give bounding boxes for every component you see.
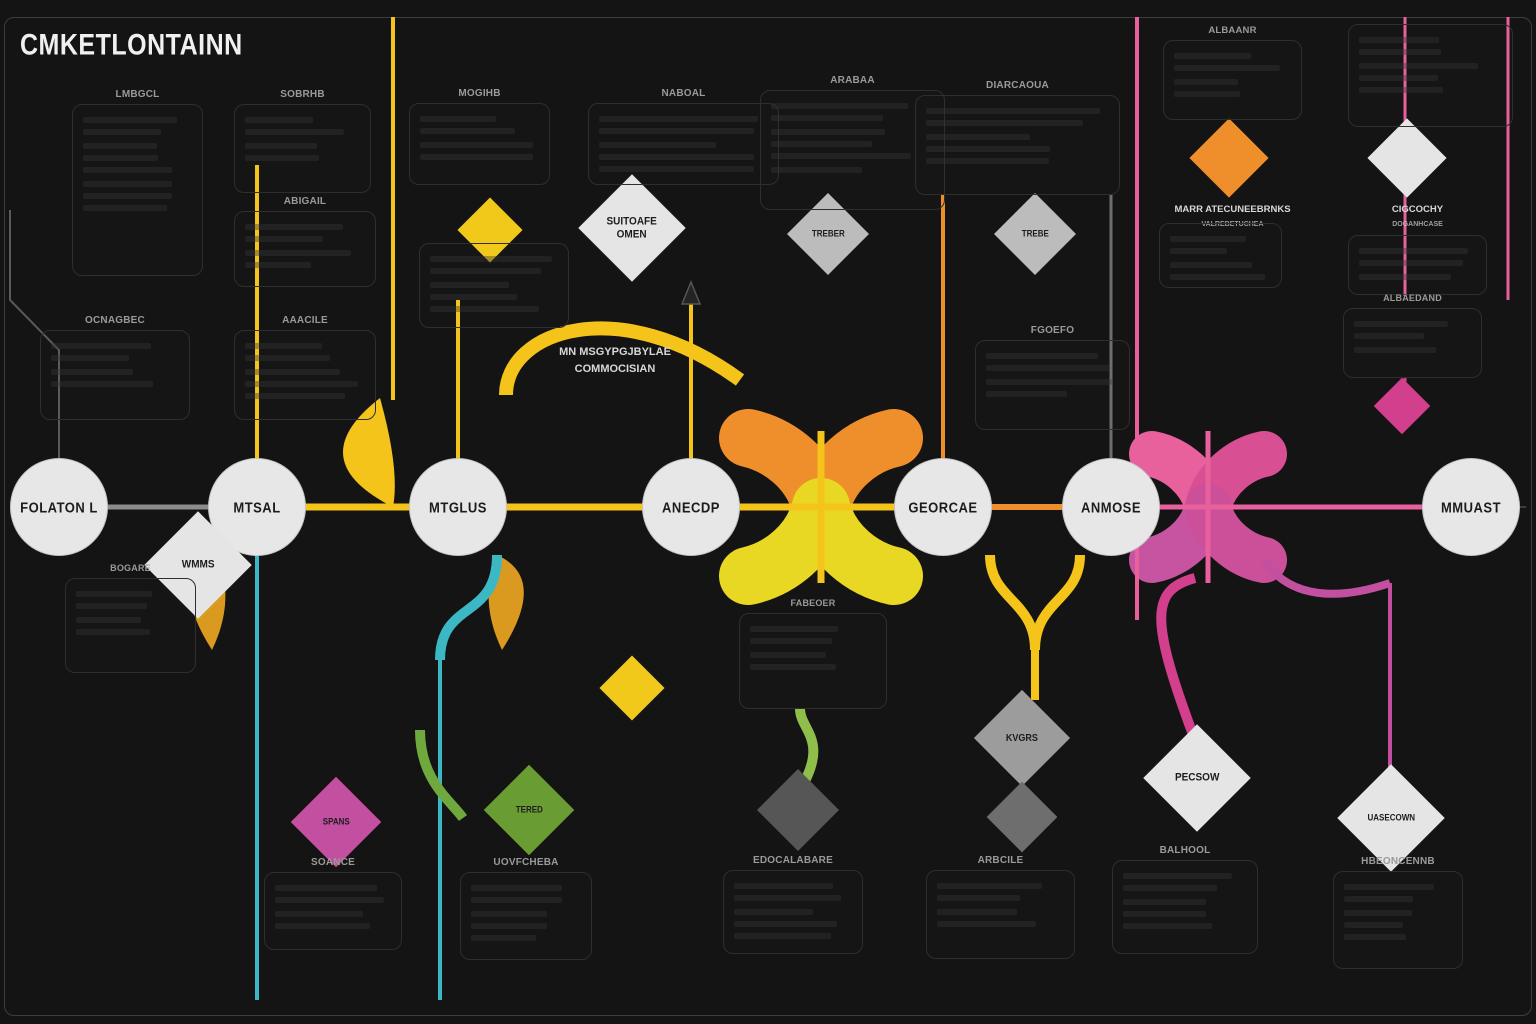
svg-text:MN MSGYPGJBYLAE: MN MSGYPGJBYLAE <box>559 346 671 358</box>
svg-text:COMMOCISIAN: COMMOCISIAN <box>575 363 656 375</box>
